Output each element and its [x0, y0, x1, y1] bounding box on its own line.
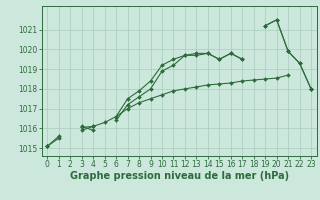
X-axis label: Graphe pression niveau de la mer (hPa): Graphe pression niveau de la mer (hPa) — [70, 171, 289, 181]
